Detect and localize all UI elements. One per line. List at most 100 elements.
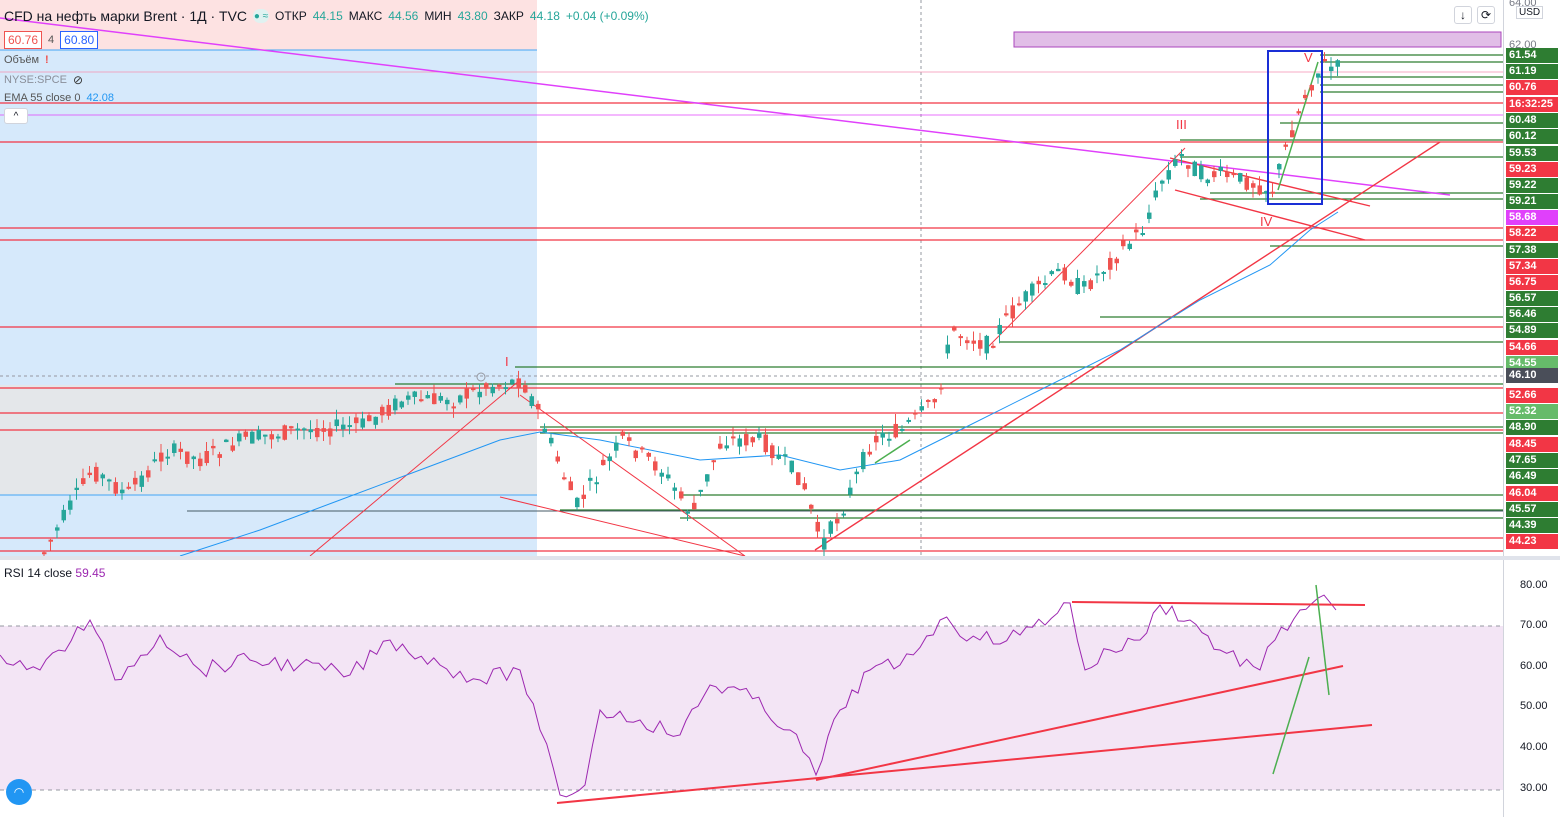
candle-body (126, 486, 131, 489)
price-level-label: 54.55 (1506, 356, 1558, 371)
price-level-label: 16:32:25 (1506, 97, 1558, 112)
horizontal-levels (0, 49, 1503, 552)
wave-v-box (1267, 50, 1323, 205)
chevron-up-icon[interactable]: ^ (4, 108, 28, 124)
candle-body (711, 460, 716, 463)
rsi-axis[interactable]: 80.00 70.00 60.00 50.00 40.00 30.00 (1503, 560, 1560, 817)
candle-body (640, 447, 645, 450)
alert-icon[interactable]: ! (45, 54, 49, 66)
price-level-label: 57.34 (1506, 259, 1558, 274)
price-level-label: 59.23 (1506, 162, 1558, 177)
candle-body (646, 452, 651, 457)
sell-button[interactable]: 60.76 (4, 31, 43, 49)
symbol-title[interactable]: CFD на нефть марки Brent · 1Д · TVC (4, 8, 248, 24)
candle-body (1270, 191, 1275, 194)
price-level-label: 59.21 (1506, 194, 1558, 209)
candle-body (217, 454, 222, 458)
candle-body (263, 434, 268, 437)
candle-body (139, 475, 144, 487)
price-level-label: 48.90 (1506, 420, 1558, 435)
candle-body (243, 431, 248, 437)
ema-label[interactable]: EMA 55 close 0 (4, 92, 81, 104)
price-level-label: 46.10 (1506, 368, 1558, 383)
candle-body (1225, 171, 1230, 178)
candle-body (55, 527, 60, 531)
price-level-label: 56.75 (1506, 275, 1558, 290)
candle-body (841, 513, 846, 516)
close-label: ЗАКР (493, 9, 524, 23)
candle-body (1316, 73, 1321, 78)
rsi-band (0, 626, 1503, 790)
price-level-label: 60.48 (1506, 113, 1558, 128)
candle-body (406, 395, 411, 400)
candle-body (120, 489, 125, 494)
market-status-icon[interactable]: ● ≈ (253, 9, 270, 23)
candle-body (1088, 280, 1093, 290)
candle-body (854, 471, 859, 475)
rsi-label[interactable]: RSI 14 close (4, 566, 73, 580)
candle-body (477, 391, 482, 398)
ema-55-line (179, 211, 1339, 556)
price-chart-pane[interactable]: I III IV V CFD на нефть марки Brent · 1Д… (0, 0, 1503, 556)
candle-body (438, 396, 443, 401)
candle-body (542, 428, 547, 433)
compare-symbol[interactable]: NYSE:SPCE (4, 74, 67, 86)
candle-body (1140, 233, 1145, 236)
candle-body (984, 335, 989, 354)
candle-body (302, 428, 307, 431)
candle-body (815, 521, 820, 532)
price-level-label: 58.22 (1506, 226, 1558, 241)
pane-separator[interactable] (0, 556, 1560, 560)
tradingview-logo-icon[interactable]: ◠ (6, 779, 32, 805)
candle-body (1244, 177, 1249, 190)
candle-body (828, 521, 833, 534)
price-level-label: 60.76 (1506, 80, 1558, 95)
download-icon[interactable]: ↓ (1454, 6, 1472, 24)
currency-button[interactable]: USD (1516, 6, 1544, 19)
candle-body (224, 439, 229, 443)
rsi-support-line-1 (556, 724, 1373, 804)
wave-label-iv: IV (1260, 214, 1273, 229)
volume-label[interactable]: Объём (4, 54, 40, 66)
candle-body (588, 477, 593, 481)
candle-body (1108, 257, 1113, 270)
candle-body (178, 448, 183, 452)
candle-body (575, 497, 580, 508)
candle-body (1283, 144, 1288, 147)
open-value: 44.15 (312, 9, 343, 23)
price-level-label: 46.04 (1506, 486, 1558, 501)
candle-body (1062, 267, 1067, 281)
candle-body (1160, 180, 1165, 184)
rsi-pane[interactable]: RSI 14 close 59.45 ◠ (0, 560, 1503, 817)
candle-body (321, 428, 326, 432)
ema-row: EMA 55 close 0 42.08 (4, 90, 649, 106)
rsi-canvas[interactable] (0, 560, 1503, 817)
candle-body (165, 456, 170, 459)
refresh-icon[interactable]: ⟳ (1477, 6, 1495, 24)
buy-button[interactable]: 60.80 (60, 31, 99, 49)
candle-body (471, 388, 476, 391)
eye-crossed-icon[interactable]: ⊘ (72, 73, 84, 87)
long-downtrend-line (0, 17, 1451, 196)
ema-value: 42.08 (86, 92, 114, 104)
candle-body (100, 474, 105, 479)
candle-body (289, 426, 294, 429)
candle-body (874, 435, 879, 443)
rsi-tick-80: 80.00 (1520, 579, 1548, 591)
candle-body (932, 399, 937, 403)
rsi-tick-60: 60.00 (1520, 660, 1548, 672)
compare-row: NYSE:SPCE ⊘ (4, 70, 649, 90)
price-chart-canvas[interactable]: I III IV V (0, 0, 1503, 556)
price-level-label: 44.39 (1506, 518, 1558, 533)
candle-body (802, 483, 807, 490)
candle-body (958, 336, 963, 339)
candle-body (1101, 271, 1106, 274)
price-axis[interactable]: USD 64.00 62.00 61.54 61.19 60.76 16:32:25 6… (1503, 0, 1560, 556)
green-impulse-2 (1277, 61, 1319, 191)
rsi-down-stroke (1315, 584, 1330, 696)
candle-body (666, 474, 671, 479)
candle-body (1049, 271, 1054, 275)
candle-body (523, 385, 528, 393)
rsi-up-stroke (1272, 656, 1310, 775)
candle-body (1069, 281, 1074, 286)
